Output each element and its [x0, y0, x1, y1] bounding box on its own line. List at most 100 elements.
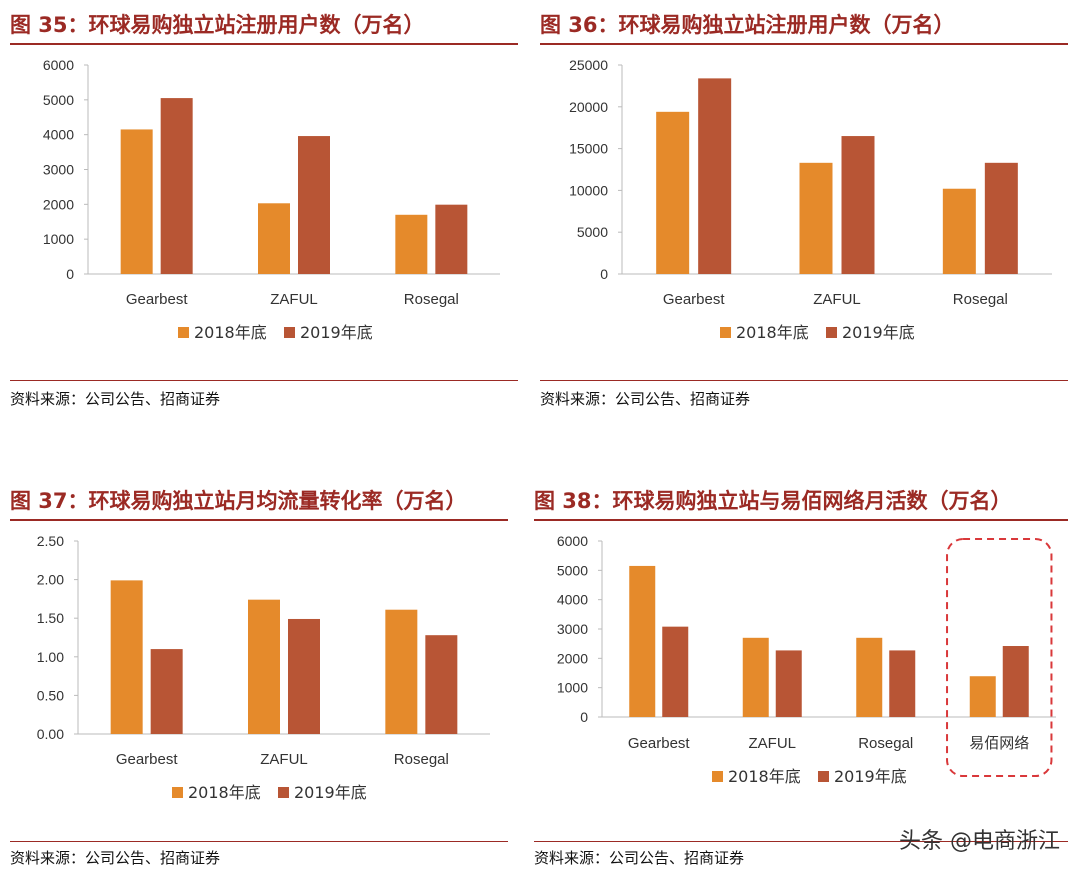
category-label: Rosegal: [404, 291, 459, 308]
y-tick-label: 4000: [557, 592, 588, 608]
category-label: Gearbest: [116, 751, 179, 768]
bar-2018-0: [656, 111, 690, 274]
source-note: 资料来源：公司公告、招商证券: [10, 390, 221, 408]
legend-swatch: [278, 787, 289, 798]
source-rule: [534, 841, 1068, 842]
y-tick-label: 6000: [557, 533, 588, 549]
bar-2018-3: [969, 676, 996, 717]
title-rule: [10, 519, 508, 521]
bar-2019-0: [698, 78, 732, 274]
y-tick-label: 0.00: [37, 726, 64, 742]
y-tick-label: 4000: [43, 127, 74, 143]
bar-chart-35: 0 1000 2000 3000 4000 5000 6000 Gearbest ZAFUL Ro…: [43, 57, 500, 342]
bar-chart-36: 0 5000 10000 15000 20000 25000 Gearbest ZAFUL Ro…: [569, 57, 1052, 342]
bar-2019-2: [889, 650, 916, 717]
title-rule: [534, 519, 1068, 521]
chart-title: 图 38：环球易购独立站与易佰网络月活数（万名）: [534, 489, 1012, 513]
legend-label: 2019年底: [294, 783, 367, 802]
y-tick-label: 25000: [569, 57, 608, 73]
category-label: Gearbest: [628, 735, 691, 752]
bar-2018-0: [110, 580, 143, 734]
legend-label: 2018年底: [194, 323, 267, 342]
y-tick-label: 0.50: [37, 687, 64, 703]
legend-swatch: [720, 327, 731, 338]
legend-label: 2018年底: [728, 767, 801, 786]
category-label: ZAFUL: [813, 291, 861, 308]
y-tick-label: 20000: [569, 99, 608, 115]
legend-swatch: [826, 327, 837, 338]
category-label: Rosegal: [858, 735, 913, 752]
bar-2019-2: [435, 204, 468, 274]
bar-2019-2: [984, 162, 1018, 274]
chart-title: 图 36：环球易购独立站注册用户数（万名）: [540, 13, 955, 37]
y-tick-label: 2000: [557, 650, 588, 666]
bar-2019-2: [425, 635, 458, 734]
source-rule: [10, 841, 508, 842]
bar-2019-1: [288, 618, 320, 734]
bar-2019-3: [1002, 646, 1029, 717]
bar-2019-0: [662, 626, 689, 717]
legend-label: 2019年底: [834, 767, 907, 786]
y-tick-label: 15000: [569, 141, 608, 157]
bar-2018-2: [395, 214, 428, 274]
y-tick-label: 2.00: [37, 572, 64, 588]
chart-title: 图 37：环球易购独立站月均流量转化率（万名）: [10, 489, 467, 513]
highlight-box: [946, 538, 1053, 777]
y-tick-label: 0: [600, 266, 608, 282]
bar-chart-37: 0.00 0.50 1.00 1.50 2.00 2.50 Gearbest ZAFUL Ros…: [37, 533, 490, 802]
chart-panel-37: 图 37：环球易购独立站月均流量转化率（万名） 0.00 0.50 1.00 1.50…: [10, 486, 508, 876]
source-rule: [10, 380, 518, 381]
chart-title: 图 35：环球易购独立站注册用户数（万名）: [10, 13, 425, 37]
y-tick-label: 1.00: [37, 649, 64, 665]
bar-2018-1: [742, 637, 769, 717]
category-label: Gearbest: [663, 291, 726, 308]
y-tick-label: 5000: [577, 224, 608, 240]
bar-2018-0: [120, 129, 153, 274]
chart-panel-36: 图 36：环球易购独立站注册用户数（万名） 0 5000 10000 15000 200…: [540, 10, 1068, 420]
bar-2018-1: [799, 162, 833, 274]
bar-2018-2: [942, 188, 976, 274]
source-note: 资料来源：公司公告、招商证券: [540, 390, 751, 408]
legend-label: 2018年底: [736, 323, 809, 342]
category-label: Rosegal: [394, 751, 449, 768]
bar-2018-2: [385, 609, 418, 734]
chart-panel-38: 图 38：环球易购独立站与易佰网络月活数（万名） 0 1000 2000 3000 40…: [534, 486, 1068, 876]
bar-2019-1: [298, 136, 330, 274]
category-label: ZAFUL: [260, 751, 308, 768]
legend-swatch: [712, 771, 723, 782]
y-tick-label: 10000: [569, 182, 608, 198]
category-label: ZAFUL: [748, 735, 796, 752]
source-note: 资料来源：公司公告、招商证券: [10, 849, 221, 867]
bar-chart-38: 0 1000 2000 3000 4000 5000 6000 Gearbest ZAFUL Ro…: [557, 533, 1056, 786]
category-label: Rosegal: [953, 291, 1008, 308]
y-tick-label: 6000: [43, 57, 74, 73]
legend-label: 2019年底: [842, 323, 915, 342]
bar-2018-2: [856, 637, 883, 717]
bar-2019-0: [160, 98, 193, 274]
y-tick-label: 2000: [43, 196, 74, 212]
chart-panel-35: 图 35：环球易购独立站注册用户数（万名） 0 1000 2000 3000 4000 5…: [10, 10, 518, 420]
watermark: 头条 @电商浙江: [899, 829, 1060, 854]
category-label: Gearbest: [126, 291, 189, 308]
bar-2018-1: [248, 599, 280, 734]
source-note: 资料来源：公司公告、招商证券: [534, 849, 745, 867]
title-rule: [10, 43, 518, 45]
bar-2019-1: [775, 650, 802, 717]
legend-swatch: [284, 327, 295, 338]
legend-swatch: [818, 771, 829, 782]
y-tick-label: 3000: [557, 621, 588, 637]
y-tick-label: 2.50: [37, 533, 64, 549]
legend-label: 2018年底: [188, 783, 261, 802]
bar-2018-0: [629, 565, 656, 717]
y-tick-label: 1000: [557, 680, 588, 696]
bar-2018-1: [258, 203, 290, 274]
category-label: ZAFUL: [270, 291, 318, 308]
legend-label: 2019年底: [300, 323, 373, 342]
y-tick-label: 0: [66, 266, 74, 282]
y-tick-label: 0: [580, 709, 588, 725]
y-tick-label: 5000: [557, 562, 588, 578]
y-tick-label: 5000: [43, 92, 74, 108]
category-label: 易佰网络: [969, 735, 1029, 752]
bar-2019-1: [841, 136, 875, 274]
legend-swatch: [178, 327, 189, 338]
